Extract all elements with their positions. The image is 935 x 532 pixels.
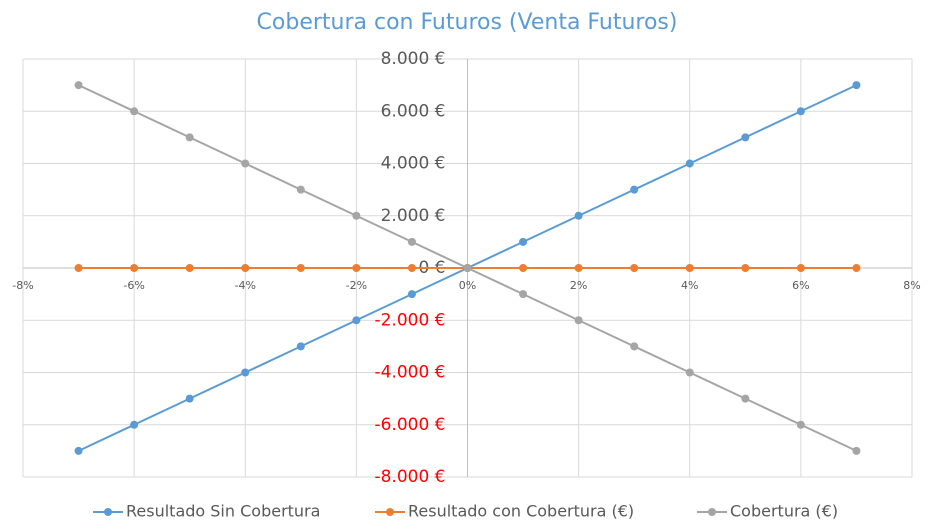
data-point (185, 394, 194, 403)
data-point (352, 211, 361, 220)
data-point (296, 342, 305, 351)
data-point (852, 81, 861, 90)
data-point (130, 264, 139, 272)
data-point (852, 446, 861, 455)
data-point (407, 290, 416, 299)
y-tick-label: -4.000 € (374, 363, 445, 383)
data-point (852, 264, 861, 272)
legend-label: Cobertura (€) (730, 502, 838, 521)
y-tick-label: 2.000 € (381, 206, 446, 226)
x-tick-label: 0% (459, 279, 476, 292)
data-point (796, 420, 805, 429)
legend-marker (104, 508, 112, 516)
data-point (241, 264, 250, 272)
data-point (796, 264, 805, 272)
x-tick-label: 6% (792, 279, 809, 292)
data-point (574, 264, 583, 272)
legend-marker (708, 508, 716, 516)
data-point (74, 446, 83, 455)
y-tick-label: 8.000 € (381, 49, 446, 69)
data-point (519, 264, 528, 272)
data-point (296, 264, 305, 272)
x-tick-label: -2% (346, 279, 367, 292)
data-point (352, 316, 361, 325)
data-point (741, 133, 750, 142)
x-tick-label: 4% (681, 279, 698, 292)
chart-title: Cobertura con Futuros (Venta Futuros) (257, 10, 678, 35)
data-point (741, 394, 750, 403)
data-point (74, 264, 83, 272)
x-tick-label: -4% (235, 279, 256, 292)
x-tick-label: 2% (570, 279, 587, 292)
data-point (630, 342, 639, 351)
data-point (574, 211, 583, 220)
data-point (130, 420, 139, 429)
data-point (296, 185, 305, 194)
y-tick-label: -8.000 € (374, 467, 445, 487)
data-point (630, 185, 639, 194)
data-point (630, 264, 639, 272)
data-point (685, 159, 694, 168)
data-point (685, 264, 694, 272)
data-point (796, 107, 805, 116)
data-point (352, 264, 361, 272)
x-tick-label: -6% (123, 279, 144, 292)
x-tick-label: -8% (12, 279, 33, 292)
data-point (463, 264, 472, 272)
legend-label: Resultado Sin Cobertura (126, 502, 320, 521)
data-point (741, 264, 750, 272)
data-point (241, 159, 250, 168)
data-point (130, 107, 139, 116)
y-tick-label: 6.000 € (381, 101, 446, 121)
data-point (185, 264, 194, 272)
data-point (574, 316, 583, 325)
data-point (185, 133, 194, 142)
legend-marker (386, 508, 394, 516)
data-point (241, 368, 250, 377)
y-tick-label: -2.000 € (374, 310, 445, 330)
y-tick-label: -6.000 € (374, 415, 445, 435)
data-point (519, 237, 528, 246)
data-point (407, 264, 416, 272)
data-point (407, 237, 416, 246)
y-tick-label: 4.000 € (381, 154, 446, 174)
data-point (74, 81, 83, 90)
legend-label: Resultado con Cobertura (€) (408, 502, 634, 521)
data-point (519, 290, 528, 299)
x-tick-label: 8% (903, 279, 920, 292)
data-point (685, 368, 694, 377)
